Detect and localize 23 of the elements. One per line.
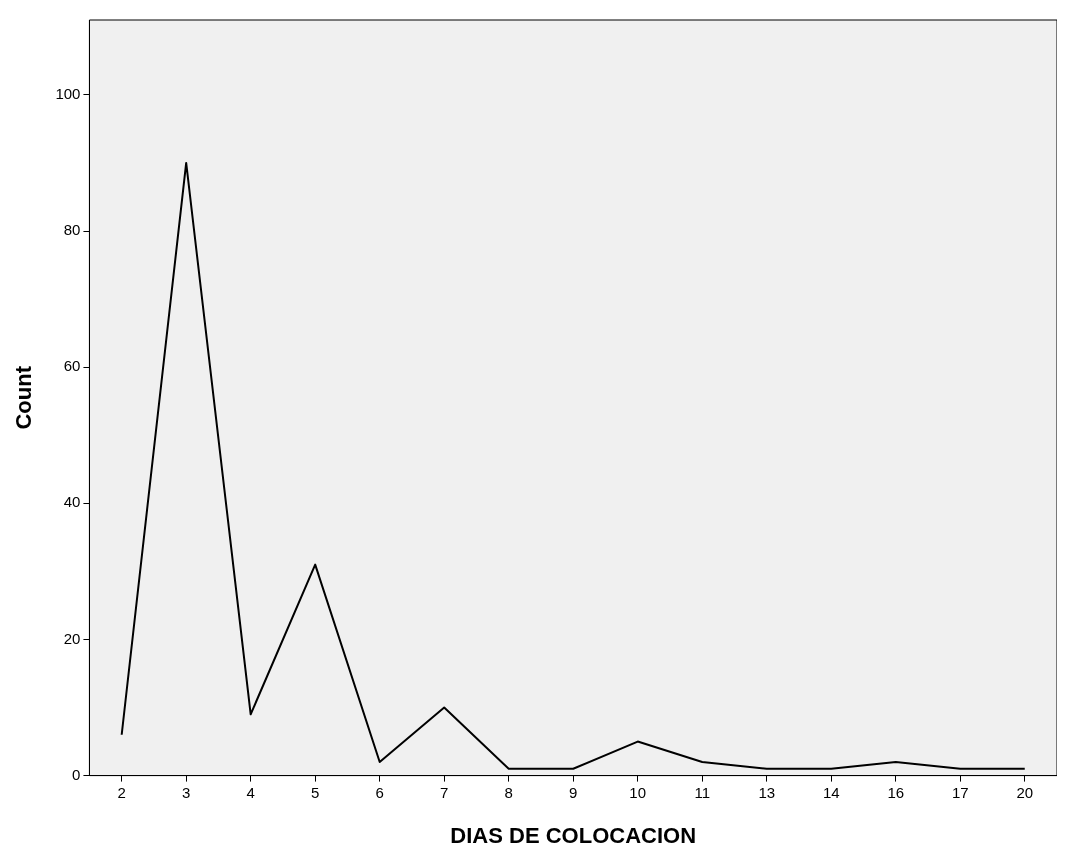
y-tick-label: 40 [63,493,81,511]
x-tick-label: 5 [311,783,320,801]
y-tick-label: 60 [63,357,81,375]
x-tick-label: 14 [822,783,840,801]
x-tick-label: 3 [182,783,191,801]
x-tick-label: 10 [629,783,647,801]
x-tick-label: 17 [951,783,969,801]
y-tick-label: 80 [63,221,81,239]
y-axis-title: Count [11,365,37,430]
y-tick-label: 20 [63,629,81,647]
x-tick-label: 20 [1016,783,1034,801]
y-tick-label: 100 [55,85,81,103]
x-tick-label: 16 [887,783,905,801]
x-tick-label: 8 [504,783,513,801]
y-tick-label: 0 [72,765,81,783]
x-tick-label: 9 [569,783,578,801]
x-tick-label: 13 [758,783,776,801]
x-tick-label: 7 [440,783,449,801]
x-tick-label: 6 [375,783,384,801]
x-tick-label: 11 [694,783,711,801]
x-axis-title: DIAS DE COLOCACION [450,822,697,848]
x-tick-label: 4 [246,783,255,801]
x-tick-label: 2 [117,783,126,801]
